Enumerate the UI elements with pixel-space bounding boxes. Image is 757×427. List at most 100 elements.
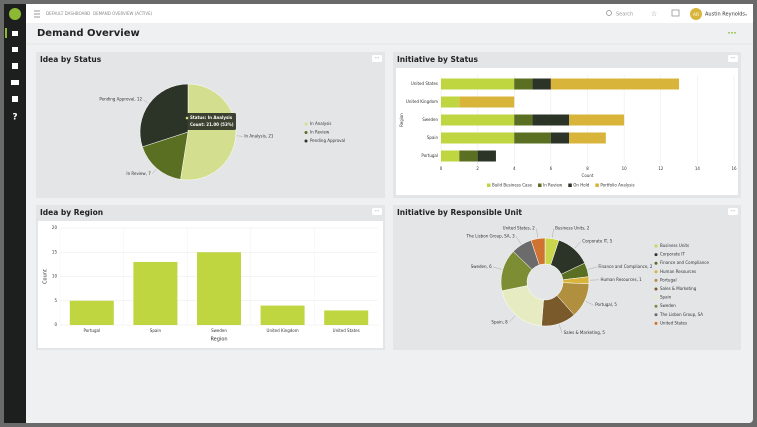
legend-label[interactable]: Portugal — [660, 277, 677, 282]
user-caret[interactable]: ⌄ — [744, 12, 748, 18]
legend-label[interactable]: Build Business Case — [492, 183, 533, 188]
label-leader — [585, 301, 594, 306]
panel-menu[interactable] — [372, 55, 382, 62]
y-tick-label: 0 — [54, 322, 57, 327]
help-icon[interactable]: ? — [12, 113, 17, 123]
nav-icon[interactable] — [12, 63, 18, 69]
tooltip — [183, 113, 236, 130]
bar-segment — [569, 132, 606, 144]
y-tick-label: Spain — [427, 135, 439, 140]
bar-segment — [514, 132, 551, 144]
legend-label[interactable]: United States — [660, 320, 687, 325]
legend-swatch[interactable] — [304, 139, 308, 143]
x-tick-label: United Kingdom — [267, 328, 299, 333]
data-label: United States, 2 — [503, 226, 536, 231]
bar-segment — [514, 78, 533, 90]
x-tick-label: 2 — [476, 166, 479, 171]
user-name[interactable]: Austin Reynolds — [705, 12, 745, 18]
avatar[interactable] — [690, 8, 702, 20]
bar — [324, 310, 369, 325]
x-tick-label: 6 — [550, 166, 553, 171]
legend-label[interactable]: Sales & Marketing — [660, 286, 697, 291]
legend-swatch[interactable] — [654, 270, 658, 274]
label-leader — [574, 241, 581, 249]
panel-title: Idea by Region — [40, 208, 103, 217]
data-label: The Lisbon Group, SA, 3 — [466, 233, 516, 238]
y-tick-label: 15 — [52, 249, 58, 254]
nav-icon[interactable] — [12, 31, 18, 36]
y-tick-label: United Kingdom — [406, 99, 438, 104]
legend-label[interactable]: On Hold — [573, 183, 590, 188]
data-label: Sweden, 6 — [471, 264, 492, 269]
nav-icon[interactable] — [11, 80, 19, 85]
legend-swatch[interactable] — [304, 131, 308, 134]
bar-segment — [532, 78, 551, 90]
legend-label[interactable]: Human Resources — [660, 269, 696, 274]
legend-swatch[interactable] — [654, 296, 658, 300]
breadcrumb[interactable]: DEFAULT DASHBOARD — [46, 11, 90, 16]
legend-label[interactable]: Spain — [660, 295, 672, 300]
data-label: In Analysis, 21 — [244, 133, 274, 138]
favorite-icon[interactable]: ☆ — [651, 10, 657, 18]
bar — [260, 305, 305, 325]
legend-swatch[interactable] — [654, 244, 658, 248]
bar-segment — [441, 150, 460, 162]
bar — [133, 261, 178, 325]
legend-swatch[interactable] — [595, 183, 599, 188]
y-tick-label: United States — [411, 81, 438, 86]
panel-menu[interactable] — [372, 208, 382, 215]
legend-swatch[interactable] — [538, 183, 542, 188]
x-axis-label: Count — [582, 173, 594, 178]
page-menu[interactable]: ··· — [727, 29, 736, 38]
legend-swatch[interactable] — [304, 122, 308, 126]
legend-swatch[interactable] — [568, 183, 572, 188]
x-tick-label: Portugal — [84, 328, 101, 333]
bar — [197, 252, 241, 325]
legend-label[interactable]: Pending Approval — [310, 138, 345, 143]
legend-swatch[interactable] — [654, 313, 658, 317]
legend-label[interactable]: The Lisbon Group, SA — [659, 312, 703, 317]
search-icon[interactable] — [606, 10, 612, 16]
legend-label[interactable]: In Analysis — [310, 121, 331, 126]
legend-label[interactable]: In Review — [543, 183, 563, 188]
legend-label[interactable]: Sweden — [660, 303, 676, 308]
legend-swatch[interactable] — [487, 183, 491, 188]
x-axis-label: Region — [210, 337, 227, 343]
bar-segment — [550, 78, 680, 90]
legend-label[interactable]: Business Units — [660, 243, 689, 248]
data-label: Human Resources, 1 — [600, 277, 642, 282]
top-bar — [26, 4, 753, 23]
bar-segment — [532, 114, 570, 126]
legend-swatch[interactable] — [654, 304, 658, 308]
legend-swatch[interactable] — [654, 261, 658, 265]
data-label: Sales & Marketing, 5 — [564, 330, 606, 335]
legend-swatch[interactable] — [654, 321, 658, 325]
legend-label[interactable]: Portfolio Analysis — [600, 183, 634, 188]
nav-icon[interactable] — [12, 96, 18, 102]
label-leader — [143, 99, 149, 104]
logo[interactable] — [9, 8, 21, 20]
data-label: Finance and Compliance, 2 — [598, 264, 652, 269]
search-input[interactable]: Search — [616, 12, 633, 18]
legend-swatch[interactable] — [654, 253, 658, 257]
chat-icon[interactable] — [671, 9, 680, 17]
nav-icon[interactable] — [12, 47, 18, 52]
bar-segment — [441, 132, 515, 144]
y-axis-label: Count — [43, 269, 49, 284]
x-tick-label: 10 — [622, 166, 628, 171]
legend-label[interactable]: Corporate IT — [660, 252, 685, 257]
label-leader — [515, 236, 522, 245]
avatar-initials: AR — [693, 12, 699, 18]
legend-swatch[interactable] — [654, 278, 658, 282]
legend-label[interactable]: Finance and Compliance — [660, 260, 709, 265]
data-label: Corporate IT, 5 — [582, 239, 612, 244]
legend-label[interactable]: In Review — [310, 130, 330, 135]
panel-menu-dots: ··· — [375, 56, 380, 62]
panel-menu[interactable] — [728, 55, 738, 62]
panel-menu[interactable] — [728, 208, 738, 215]
x-tick-label: United States — [333, 328, 360, 333]
menu-icon[interactable] — [34, 10, 40, 18]
label-leader — [552, 228, 554, 238]
legend-swatch[interactable] — [654, 287, 658, 291]
